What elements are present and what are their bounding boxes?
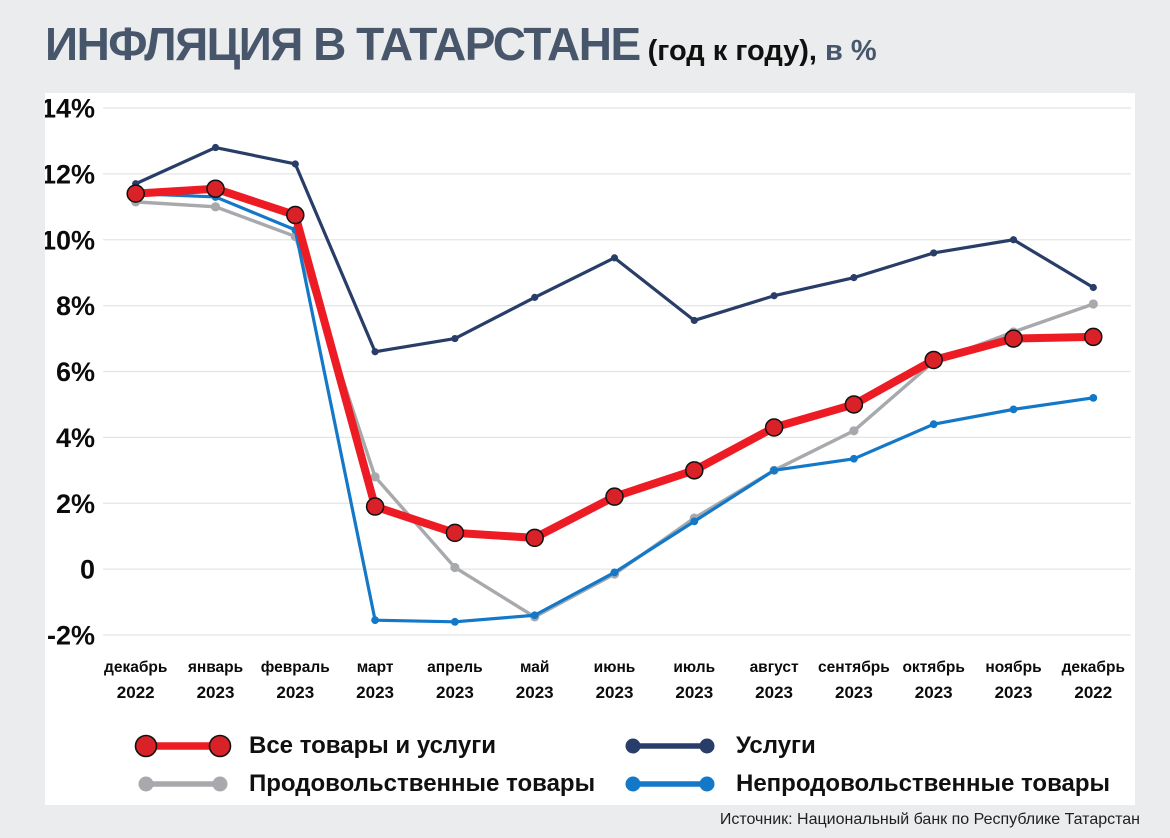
source-note: Источник: Национальный банк по Республик…	[719, 811, 1140, 828]
legend-label: Все товары и услуги	[249, 731, 496, 759]
legend-label: Продовольственные товары	[249, 769, 596, 797]
svg-text:2022: 2022	[117, 683, 155, 702]
svg-text:июль: июль	[673, 659, 715, 676]
blue-line-marker-icon	[625, 776, 715, 791]
svg-text:0: 0	[80, 555, 95, 585]
title-subtitle: (год к году),	[647, 35, 817, 67]
svg-text:май: май	[520, 659, 549, 676]
svg-text:4%: 4%	[56, 423, 95, 453]
svg-text:июнь: июнь	[594, 659, 636, 676]
svg-text:ноябрь: ноябрь	[985, 659, 1041, 676]
svg-text:2023: 2023	[276, 683, 314, 702]
svg-text:2022: 2022	[1074, 683, 1112, 702]
legend-item-food: Продовольственные товары	[133, 767, 620, 800]
legend-item-services: Услуги	[620, 729, 1110, 762]
svg-text:8%: 8%	[56, 291, 95, 321]
svg-text:сентябрь: сентябрь	[818, 659, 890, 676]
legend-label: Услуги	[736, 731, 816, 759]
title-main: ИНФЛЯЦИЯ В ТАТАРСТАНЕ	[45, 18, 641, 70]
svg-text:2%: 2%	[56, 489, 95, 519]
legend-item-non-food: Непродовольственные товары	[620, 767, 1110, 800]
svg-text:февраль: февраль	[261, 659, 330, 676]
svg-text:декабрь: декабрь	[1062, 659, 1125, 676]
navy-line-marker-icon	[625, 738, 715, 753]
chart-legend: Все товары и услуги Услуги Продовольстве…	[133, 729, 1110, 800]
legend-label: Непродовольственные товары	[736, 769, 1111, 797]
svg-text:6%: 6%	[56, 357, 95, 387]
svg-text:2023: 2023	[915, 683, 953, 702]
svg-text:14%: 14%	[45, 94, 95, 124]
svg-text:2023: 2023	[675, 683, 713, 702]
svg-text:2023: 2023	[596, 683, 634, 702]
svg-text:-2%: -2%	[47, 621, 95, 651]
svg-text:2023: 2023	[995, 683, 1033, 702]
chart-panel: 14% 12% 10% 8% 6% 4% 2% 0 -2% декабрь 2022 январь 20…	[45, 93, 1135, 805]
svg-text:2023: 2023	[516, 683, 554, 702]
svg-text:апрель: апрель	[427, 659, 482, 676]
svg-text:2023: 2023	[197, 683, 235, 702]
svg-text:2023: 2023	[755, 683, 793, 702]
svg-text:2023: 2023	[436, 683, 474, 702]
svg-text:октябрь: октябрь	[902, 659, 964, 676]
page-title: ИНФЛЯЦИЯ В ТАТАРСТАНЕ (год к году), в %	[45, 18, 877, 82]
svg-text:2023: 2023	[835, 683, 873, 702]
svg-text:август: август	[750, 659, 799, 676]
svg-text:12%: 12%	[45, 159, 95, 189]
svg-text:март: март	[357, 659, 394, 676]
gray-line-marker-icon	[138, 776, 228, 791]
legend-item-all-goods: Все товары и услуги	[133, 729, 620, 762]
svg-text:январь: январь	[188, 659, 243, 676]
svg-text:декабрь: декабрь	[104, 659, 167, 676]
inflation-chart: 14% 12% 10% 8% 6% 4% 2% 0 -2% декабрь 2022 январь 20…	[45, 94, 1131, 702]
svg-text:2023: 2023	[356, 683, 394, 702]
svg-text:10%: 10%	[45, 225, 95, 255]
red-line-marker-icon	[134, 734, 232, 757]
title-unit: в %	[824, 35, 877, 67]
